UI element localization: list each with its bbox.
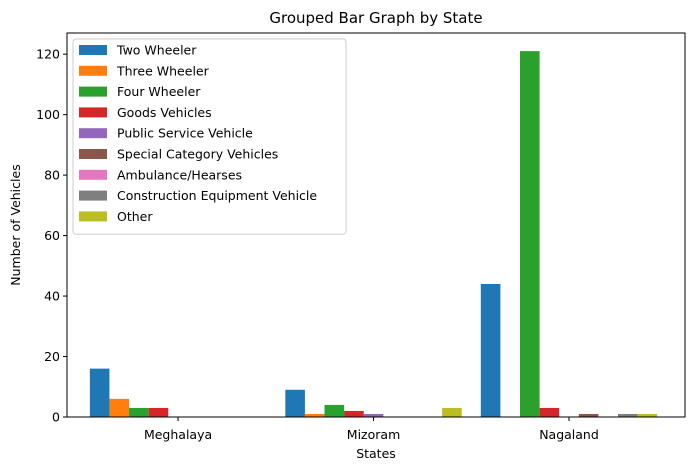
axes-group: 0 20 40 60 80 100 120 Meghalaya Mizoram Nagaland [36,32,686,442]
legend-swatch [79,211,107,222]
legend-swatch [79,128,107,139]
legend-box [72,38,347,235]
bar-other-mizoram [442,407,462,417]
legend-swatch [79,65,107,76]
x-tick-label: Nagaland [539,427,599,442]
legend-swatch [79,107,107,118]
legend-swatch [79,149,107,159]
bar-goods-vehicles-meghalaya [148,407,169,417]
y-tick-label: 80 [44,168,60,183]
y-tick-label: 120 [36,47,60,62]
x-tick-label: Mizoram [347,427,400,442]
bar-goods-vehicles-mizoram [344,410,364,417]
legend-swatch [79,86,107,97]
legend-label: Ambulance/Hearses [117,167,242,182]
legend: Two Wheeler Three Wheeler Four Wheeler Good… [72,38,347,235]
legend-swatch [79,169,107,180]
chart-title: Grouped Bar Graph by State [269,9,482,27]
bar-construction-equipment-vehicle-nagaland [618,413,638,417]
y-tick-label: 20 [44,349,60,364]
bar-two-wheeler-mizoram [285,389,305,417]
y-tick-label: 40 [44,289,60,304]
legend-label: Two Wheeler [116,43,197,58]
y-tick-label: 100 [36,107,60,122]
legend-label: Four Wheeler [117,84,201,99]
x-tick-label: Meghalaya [144,427,212,442]
legend-label: Goods Vehicles [117,105,212,120]
legend-label: Special Category Vehicles [117,147,278,162]
y-tick-label: 0 [52,410,60,425]
bar-four-wheeler-mizoram [324,404,345,417]
bar-two-wheeler-nagaland [480,283,501,417]
bars-group [89,51,658,417]
legend-label: Other [117,209,153,224]
bar-two-wheeler-meghalaya [89,368,110,417]
plot-frame [66,32,686,418]
legend-label: Construction Equipment Vehicle [117,188,317,203]
y-tick-label: 60 [44,228,60,243]
y-axis-label: Number of Vehicles [8,164,23,285]
bar-public-service-vehicle-mizoram [363,413,384,417]
bar-four-wheeler-nagaland [520,51,540,417]
bar-three-wheeler-meghalaya [109,398,130,417]
x-axis-label: States [356,446,396,461]
bar-other-nagaland [637,413,658,417]
legend-label: Three Wheeler [116,63,210,78]
bar-special-category-vehicles-nagaland [578,413,599,417]
bar-three-wheeler-mizoram [304,413,325,417]
bar-goods-vehicles-nagaland [539,407,560,417]
legend-swatch [79,190,107,201]
legend-swatch [79,45,107,55]
legend-label: Public Service Vehicle [117,126,253,141]
bar-four-wheeler-meghalaya [129,407,149,417]
